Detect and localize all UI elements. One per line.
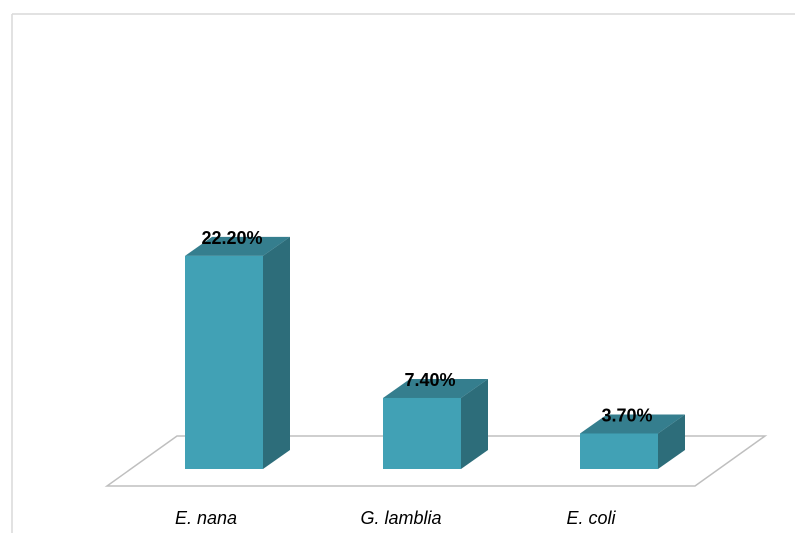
- data-label: 3.70%: [601, 405, 652, 425]
- bar-3: [580, 414, 685, 469]
- category-label: E. nana: [175, 508, 237, 528]
- bars-group: [185, 236, 685, 469]
- bar-top: [580, 414, 685, 434]
- data-label: 22.20%: [201, 228, 262, 248]
- bar-2: [383, 378, 488, 469]
- category-label: E. coli: [566, 508, 616, 528]
- category-label: G. lamblia: [360, 508, 441, 528]
- bar-1: [185, 236, 290, 469]
- bar-side: [658, 414, 685, 469]
- bar-top: [383, 378, 488, 398]
- bar-side: [461, 378, 488, 469]
- bar-front: [383, 397, 461, 469]
- data-label: 7.40%: [404, 370, 455, 390]
- bar-side: [263, 236, 290, 469]
- labels-group: 22.20% E. nana 7.40% G. lamblia 3.70% E. coli: [175, 228, 653, 528]
- bar-top: [185, 236, 290, 256]
- bar-front: [185, 255, 263, 469]
- bar-front: [580, 433, 658, 469]
